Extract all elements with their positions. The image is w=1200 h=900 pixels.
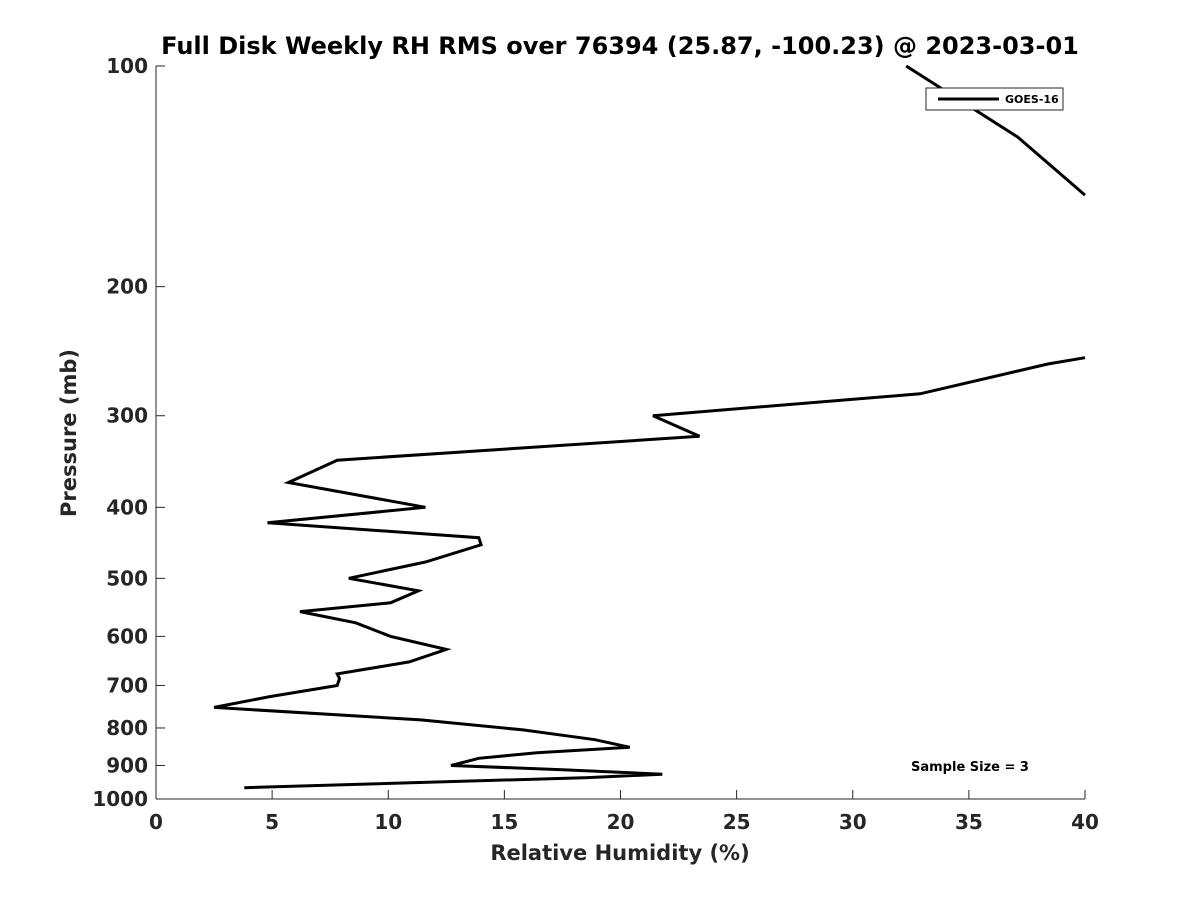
y-tick-label: 500 (106, 566, 148, 590)
y-tick-label: 600 (106, 624, 148, 648)
legend: GOES-16 (925, 87, 1064, 111)
x-tick-label: 25 (723, 810, 751, 834)
plot-area (155, 66, 1085, 800)
x-tick-label: 0 (149, 810, 163, 834)
x-tick-label: 15 (490, 810, 518, 834)
x-axis-label: Relative Humidity (%) (490, 841, 749, 865)
x-tick-label: 20 (607, 810, 635, 834)
x-tick-label: 30 (839, 810, 867, 834)
y-tick-label: 800 (106, 716, 148, 740)
y-axis-label: Pressure (mb) (57, 349, 81, 517)
x-tick-label: 10 (374, 810, 402, 834)
y-tick-label: 400 (106, 495, 148, 519)
sample-size-annotation: Sample Size = 3 (911, 760, 1029, 775)
series-layer (213, 64, 1086, 790)
chart-title: Full Disk Weekly RH RMS over 76394 (25.8… (161, 32, 1079, 60)
y-tick-label: 200 (106, 275, 148, 299)
y-tick-label: 100 (106, 54, 148, 78)
series-line-segment (213, 356, 1086, 790)
x-tick-label: 40 (1071, 810, 1099, 834)
y-tick-label: 700 (106, 673, 148, 697)
y-tick-label: 300 (106, 404, 148, 428)
x-tick-label: 35 (955, 810, 983, 834)
legend-label: GOES-16 (1005, 93, 1059, 106)
y-ticks: 100 200 300 400 500 600 700 800 900 1000 (92, 54, 165, 811)
x-ticks: 0 5 10 15 20 25 30 35 40 (149, 790, 1099, 834)
y-tick-label: 1000 (92, 787, 148, 811)
x-tick-label: 5 (265, 810, 279, 834)
y-tick-label: 900 (106, 753, 148, 777)
series-line-segment (905, 64, 1086, 197)
